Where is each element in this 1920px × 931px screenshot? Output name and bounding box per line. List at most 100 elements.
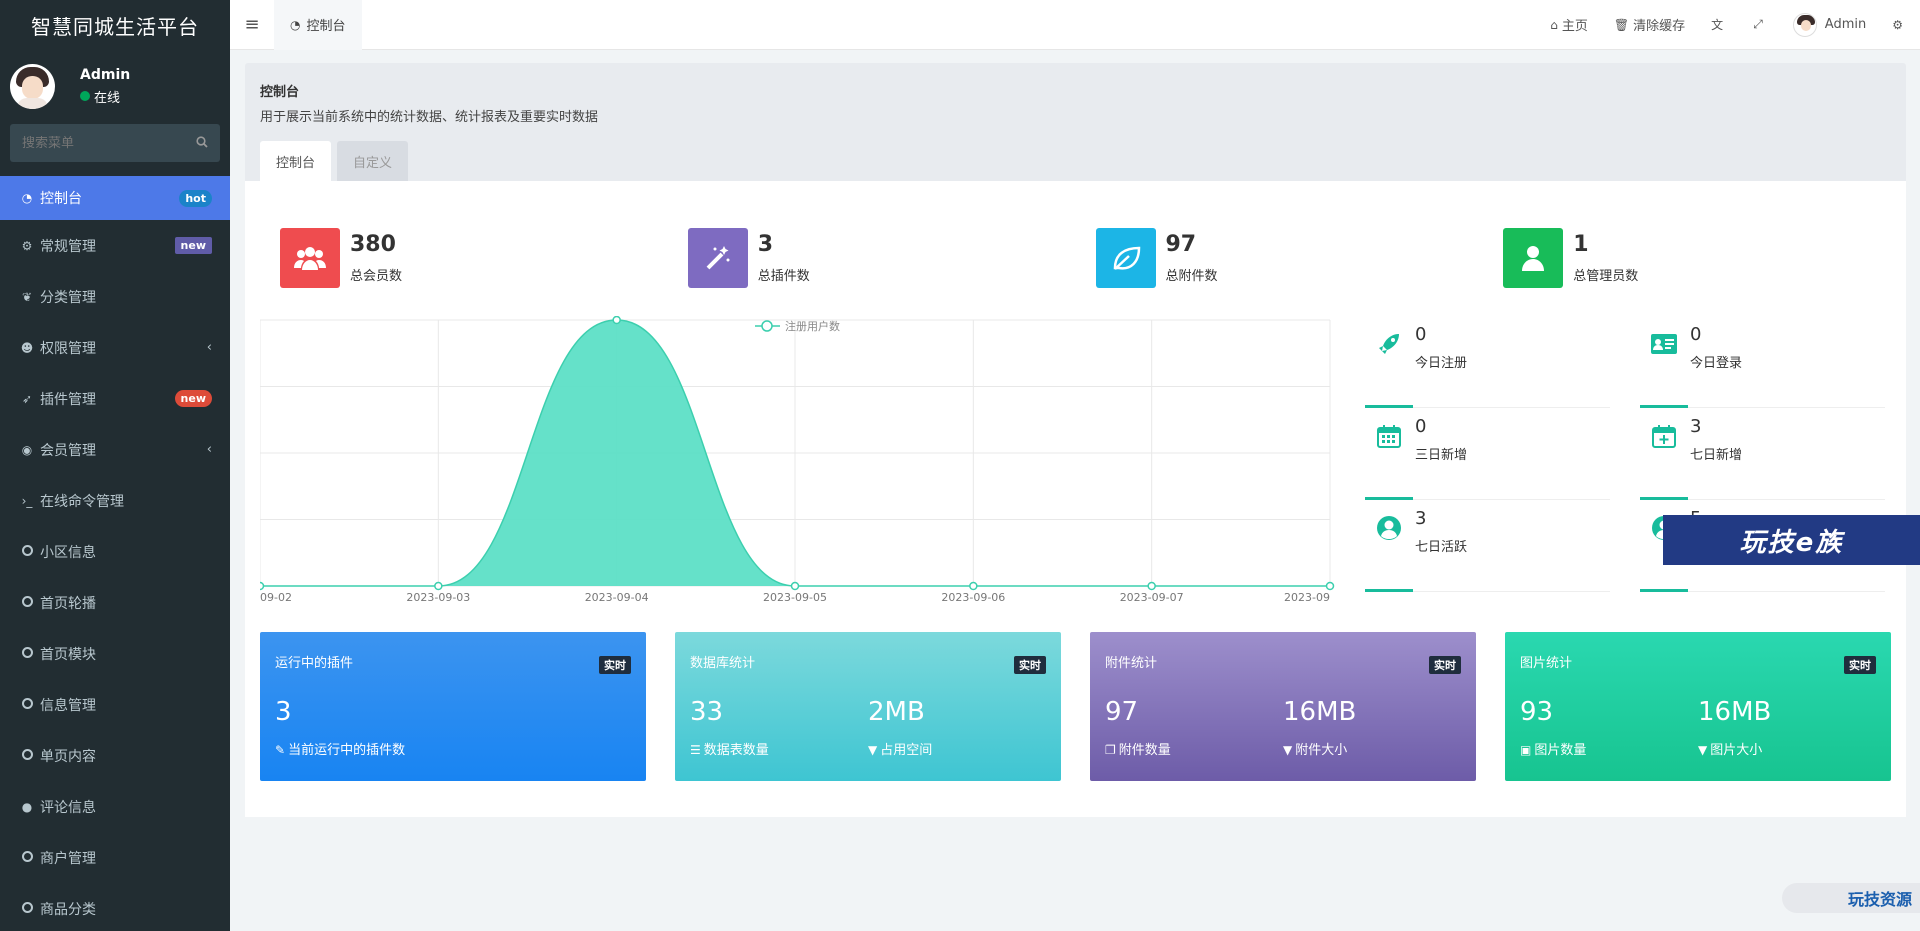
data-point	[255, 581, 265, 591]
files-icon: ❐	[1105, 743, 1116, 757]
x-tick-label: 2023-09-03	[406, 591, 470, 604]
home-icon: ⌂	[1550, 17, 1558, 32]
realtime-tag: 实时	[599, 656, 631, 674]
sidebar-item-general[interactable]: ⚙ 常规管理 new	[0, 220, 230, 271]
leaf-icon	[1095, 227, 1156, 288]
series-line	[260, 319, 1330, 587]
home-link[interactable]: ⌂ 主页	[1550, 17, 1588, 35]
tab-custom[interactable]: 自定义	[337, 141, 409, 181]
language-icon: 文	[1711, 18, 1724, 32]
dashboard-icon: ◔	[290, 17, 301, 32]
calendar-plus-icon	[1650, 422, 1678, 450]
area-chart: 09-02 2023-09-03 2023-09-04 2023-09-05 2023-…	[255, 315, 1335, 604]
data-point	[969, 581, 978, 591]
hot-badge: hot	[179, 189, 212, 207]
data-point	[434, 581, 443, 591]
chevron-left-icon: ‹	[206, 442, 212, 457]
sidebar-item-category[interactable]: ❦ 分类管理	[0, 271, 230, 322]
main-content: 控制台 用于展示当前系统中的统计数据、统计报表及重要实时数据 控制台 自定义 3…	[245, 63, 1906, 817]
leaf-icon: ❦	[21, 289, 33, 304]
sidebar-item-merchant[interactable]: 商户管理	[0, 832, 230, 883]
sidebar-item-info[interactable]: 信息管理	[0, 679, 230, 730]
fullscreen-button[interactable]: ⤢	[1740, 0, 1780, 50]
language-button[interactable]: 文	[1698, 0, 1740, 50]
mini-stat-three-day: 0 三日新增	[1365, 408, 1610, 500]
sidebar-item-page[interactable]: 单页内容	[0, 730, 230, 781]
realtime-tag: 实时	[1014, 656, 1046, 674]
watermark-banner: 玩技e族	[1663, 515, 1920, 565]
menu-search	[10, 124, 220, 162]
mini-stat-seven-day-active: 3 七日活跃	[1365, 500, 1610, 592]
cogs-icon: ⚙	[1892, 17, 1903, 32]
cogs-icon: ⚙	[21, 238, 33, 253]
circle-icon	[21, 901, 33, 913]
x-tick-label: 2023-09-07	[1120, 591, 1184, 604]
chevron-left-icon: ‹	[206, 340, 212, 355]
circle-icon	[21, 544, 33, 556]
data-point	[1325, 581, 1335, 591]
magic-wand-icon: ✎	[275, 743, 286, 757]
sidebar-item-banner[interactable]: 首页轮播	[0, 577, 230, 628]
user-status: 在线	[80, 87, 130, 106]
mini-stat-today-login: 0 今日登录	[1640, 316, 1885, 408]
stat-attachments: 97 总附件数	[1076, 216, 1484, 299]
comment-icon: ●	[21, 799, 33, 814]
x-tick-label: 2023-09-06	[941, 591, 1005, 604]
registration-chart: 09-02 2023-09-03 2023-09-04 2023-09-05 2023-…	[255, 315, 1335, 616]
calendar-icon	[1375, 422, 1403, 450]
sidebar-item-goods-category[interactable]: 商品分类	[0, 883, 230, 931]
circle-icon	[21, 646, 33, 658]
circle-icon	[21, 595, 33, 607]
menu-toggle-icon[interactable]: ≡	[244, 14, 260, 35]
new-badge: new	[174, 390, 212, 407]
sidebar-item-command[interactable]: ›_ 在线命令管理	[0, 475, 230, 526]
user-name: Admin	[80, 66, 131, 83]
realtime-tag: 实时	[1844, 656, 1876, 674]
tab-dashboard[interactable]: ◔ 控制台	[274, 0, 362, 50]
online-dot-icon	[80, 91, 90, 101]
sidebar-item-addon[interactable]: ➶ 插件管理 new	[0, 373, 230, 424]
search-input[interactable]	[22, 135, 172, 151]
series-area	[260, 320, 1330, 586]
group-icon: ☻	[20, 340, 34, 355]
sidebar-item-member[interactable]: ◉ 会员管理 ‹	[0, 424, 230, 475]
sidebar-item-auth[interactable]: ☻ 权限管理 ‹	[0, 322, 230, 373]
summary-cards: 运行中的插件 实时 3 ✎ 当前运行中的插件数 数据库统计 实时 33 ☰ 数据表数量…	[260, 632, 1891, 781]
tab-dashboard[interactable]: 控制台	[260, 141, 332, 181]
user-circle-icon: ◉	[21, 442, 33, 457]
sidebar-item-community[interactable]: 小区信息	[0, 526, 230, 577]
circle-icon	[21, 748, 33, 760]
app-logo[interactable]: 智慧同城生活平台	[0, 0, 230, 50]
panel-heading: 控制台 用于展示当前系统中的统计数据、统计报表及重要实时数据 控制台 自定义	[245, 63, 1906, 181]
top-header: ≡ ◔ 控制台 ⌂ 主页 🗑 清除缓存 文 ⤢ Admin ⚙	[230, 0, 1920, 50]
sidebar-item-comment[interactable]: ● 评论信息	[0, 781, 230, 832]
mini-stat-today-register: 0 今日注册	[1365, 316, 1610, 408]
sidebar-item-dashboard[interactable]: ◔ 控制台 hot	[0, 176, 230, 220]
user-menu[interactable]: Admin	[1780, 0, 1879, 50]
stat-members: 380 总会员数	[260, 216, 668, 299]
x-tick-label: 09-02	[260, 591, 292, 604]
rocket-icon: ➶	[21, 391, 33, 406]
card-running-addons: 运行中的插件 实时 3 ✎ 当前运行中的插件数	[260, 632, 646, 781]
rocket-icon	[1375, 330, 1403, 358]
mini-stat-seven-day-new: 3 七日新增	[1640, 408, 1885, 500]
data-point	[612, 315, 621, 325]
data-point	[790, 581, 800, 591]
stat-admins: 1 总管理员数	[1483, 216, 1891, 299]
new-badge: new	[174, 237, 212, 254]
x-tick-label: 2023-09-05	[763, 591, 827, 604]
settings-button[interactable]: ⚙	[1879, 0, 1920, 50]
circle-icon	[21, 850, 33, 862]
trash-icon: 🗑	[1613, 17, 1630, 32]
search-icon[interactable]	[196, 135, 208, 151]
filter-icon: ▼	[868, 743, 878, 757]
x-tick-label: 2023-09	[1284, 591, 1330, 604]
magic-wand-icon	[687, 227, 748, 288]
fullscreen-icon: ⤢	[1753, 17, 1763, 31]
clear-cache-button[interactable]: 🗑 清除缓存	[1613, 17, 1686, 35]
terminal-icon: ›_	[21, 493, 33, 508]
panel-body: 380 总会员数 3 总插件数 97 总附件数 1 总管理员数	[245, 181, 1906, 817]
card-attachments: 附件统计 实时 97 ❐ 附件数量 16MB ▼ 附件大小	[1090, 632, 1476, 781]
watermark-corner: 玩技资源	[1782, 883, 1920, 913]
sidebar-item-module[interactable]: 首页模块	[0, 628, 230, 679]
